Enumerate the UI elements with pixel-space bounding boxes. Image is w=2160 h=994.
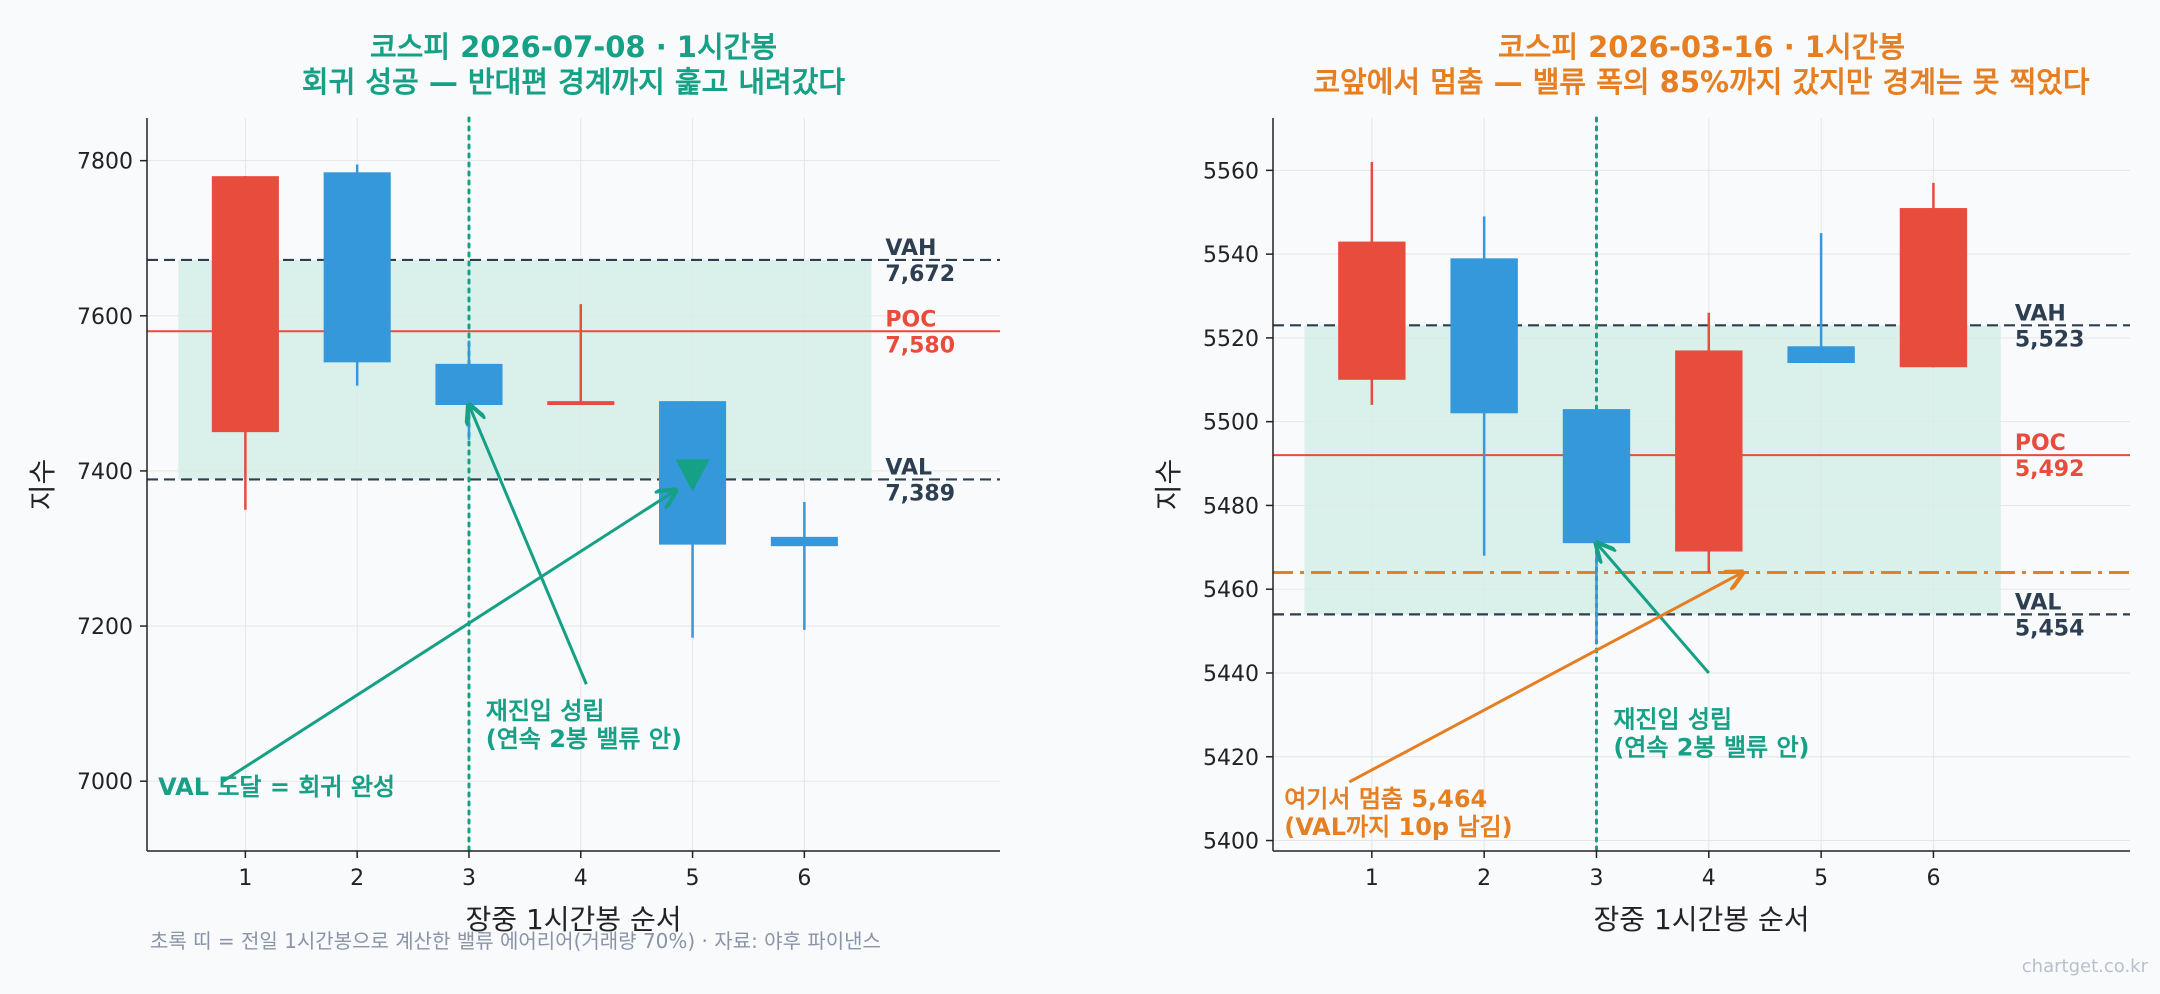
chart-1-annotation-text-1: 재진입 성립 [486,697,605,725]
chart-2-y-tick-label: 5460 [1203,578,1259,603]
chart-1-annotation-arrow-2 [222,490,676,783]
chart-1-y-tick-label: 7200 [77,615,133,640]
chart-2-x-tick-label: 6 [1926,866,1940,891]
footnote: 초록 띠 = 전일 1시간봉으로 계산한 밸류 에어리어(거래량 70%) · … [150,929,881,953]
chart-2-annotation-arrow-2 [1348,572,1742,784]
chart-2-level-name-val: VAL [2015,590,2062,615]
chart-2-title: 코스피 2026-03-16 · 1시간봉 [1498,30,1905,64]
chart-2-annotation-text-2: 여기서 멈춤 5,464 [1284,785,1487,813]
chart-2-level-name-vah: VAH [2015,301,2066,326]
chart-1-title: 코스피 2026-07-08 · 1시간봉 [370,30,777,64]
chart-1-annotation-arrow-1 [469,405,588,685]
chart-2-candle-body-5 [1787,346,1855,364]
chart-1-value-area-band [178,259,872,480]
chart-1-level-value-poc: 7,580 [885,333,955,358]
chart-1-y-axis-label: 지수 [26,459,59,511]
chart-1-candle-body-1 [211,176,279,433]
chart-2-y-tick-label: 5560 [1203,159,1259,184]
watermark: chartget.co.kr [2022,956,2149,977]
chart-2-x-tick-label: 3 [1589,866,1603,891]
chart-1-level-value-vah: 7,672 [885,262,955,287]
chart-1-y-tick-label: 7400 [77,460,133,485]
chart-1-x-tick-label: 4 [574,866,588,891]
chart-1-x-tick-label: 3 [462,866,476,891]
chart-1-annotation-text-1: (연속 2봉 밸류 안) [486,725,682,753]
chart-2-candle-body-6 [1899,208,1968,368]
chart-1-x-tick-label: 5 [686,866,700,891]
chart-2-level-name-poc: POC [2015,431,2066,456]
chart-1-y-tick-label: 7800 [77,150,133,175]
chart-2-annotation-text-1: (연속 2봉 밸류 안) [1613,733,1809,761]
chart-2-candle-body-4 [1675,350,1743,552]
chart-2-x-tick-label: 4 [1702,866,1716,891]
chart-1-y-tick-label: 7000 [77,770,133,795]
chart-2-y-axis-label: 지수 [1152,459,1185,511]
chart-2-candle-body-3 [1562,409,1631,544]
chart-1-subtitle: 회귀 성공 — 반대편 경계까지 훑고 내려갔다 [302,65,845,99]
chart-2-candle-body-1 [1338,241,1406,380]
chart-1-candle-body-6 [770,536,838,547]
chart-2-level-value-vah: 5,523 [2015,327,2085,352]
chart-2-x-tick-label: 1 [1365,866,1379,891]
chart-2-value-area-band [1304,325,2001,615]
chart-2-x-tick-label: 5 [1814,866,1828,891]
chart-2-y-tick-label: 5440 [1203,662,1259,687]
chart-1-val-touch-marker [675,459,710,492]
chart-2-annotation-arrow-1 [1596,543,1710,674]
chart-1-x-tick-label: 1 [238,866,252,891]
chart-2-candle-body-2 [1450,258,1518,414]
chart-2-annotation-text-1: 재진입 성립 [1613,705,1732,733]
chart-2-y-tick-label: 5400 [1203,830,1259,855]
chart-2-level-value-val: 5,454 [2015,616,2085,641]
chart-1-level-name-poc: POC [885,307,936,332]
chart-2-y-tick-label: 5420 [1203,746,1259,771]
chart-1-x-axis-label: 장중 1시간봉 순서 [466,903,682,936]
chart-2-level-value-poc: 5,492 [2015,457,2085,482]
chart-1-candle-body-4 [547,401,615,405]
chart-1-level-value-val: 7,389 [885,481,955,506]
chart-2-annotation-text-2: (VAL까지 10p 남김) [1284,813,1512,841]
chart-2-x-tick-label: 2 [1477,866,1491,891]
chart-1-candle-body-3 [435,363,503,405]
chart-2-x-axis-label: 장중 1시간봉 순서 [1594,903,1810,936]
chart-2-subtitle: 코앞에서 멈춤 — 밸류 폭의 85%까지 갔지만 경계는 못 찍었다 [1313,65,2090,99]
chart-1-x-tick-label: 2 [350,866,364,891]
chart-1-candle-body-2 [323,172,391,363]
chart-2-y-tick-label: 5540 [1203,243,1259,268]
chart-2-y-tick-label: 5480 [1203,494,1259,519]
chart-1-y-tick-label: 7600 [77,305,133,330]
chart-1-level-name-vah: VAH [885,236,936,261]
chart-1-level-name-val: VAL [885,455,932,480]
chart-1-annotation-text-2: VAL 도달 = 회귀 완성 [158,773,395,801]
chart-2-y-tick-label: 5520 [1203,327,1259,352]
chart-2-y-tick-label: 5500 [1203,411,1259,436]
chart-1-x-tick-label: 6 [797,866,811,891]
